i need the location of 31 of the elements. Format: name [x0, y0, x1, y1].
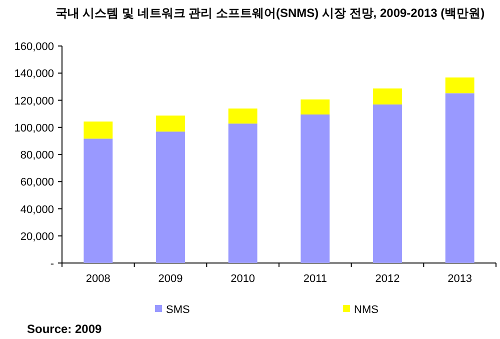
x-tick-label: 2012 — [375, 273, 400, 285]
bar — [228, 108, 258, 124]
bar — [445, 93, 474, 263]
bar — [373, 104, 402, 263]
y-tick-label: 120,000 — [14, 95, 54, 108]
chart-title: 국내 시스템 및 네트워크 관리 소프트웨어(SNMS) 시장 전망, 2009-2013 (백만원) — [55, 6, 485, 20]
source-note: Source: 2009 — [27, 322, 102, 336]
bar — [445, 77, 474, 94]
x-tick-label: 2013 — [448, 273, 472, 285]
y-tick-label: 60,000 — [20, 176, 54, 189]
y-tick-label: 140,000 — [14, 68, 54, 80]
x-tick-label: 2009 — [158, 273, 183, 285]
x-tick-label: 2008 — [86, 273, 110, 285]
bar — [300, 114, 330, 263]
bar — [228, 124, 258, 263]
y-tick-label: 160,000 — [14, 41, 54, 53]
y-tick-label: 40,000 — [20, 204, 54, 216]
bar — [373, 88, 402, 104]
bar — [84, 138, 113, 263]
y-tick-label: 100,000 — [14, 122, 54, 134]
bar — [156, 116, 185, 132]
y-tick-label: 80,000 — [20, 150, 54, 162]
bar — [156, 132, 185, 263]
legend-label: NMS — [354, 304, 378, 316]
x-tick-label: 2010 — [230, 273, 256, 285]
legend-label: SMS — [166, 304, 190, 316]
y-tick-label: - — [50, 258, 54, 270]
bar — [300, 99, 330, 114]
bar — [84, 122, 113, 139]
x-tick-label: 2011 — [303, 273, 327, 285]
y-tick-label: 20,000 — [20, 230, 54, 243]
